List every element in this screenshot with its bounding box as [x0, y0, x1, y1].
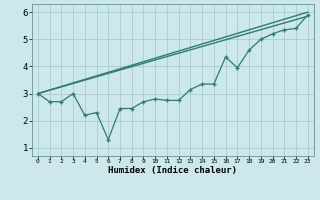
X-axis label: Humidex (Indice chaleur): Humidex (Indice chaleur)	[108, 166, 237, 175]
